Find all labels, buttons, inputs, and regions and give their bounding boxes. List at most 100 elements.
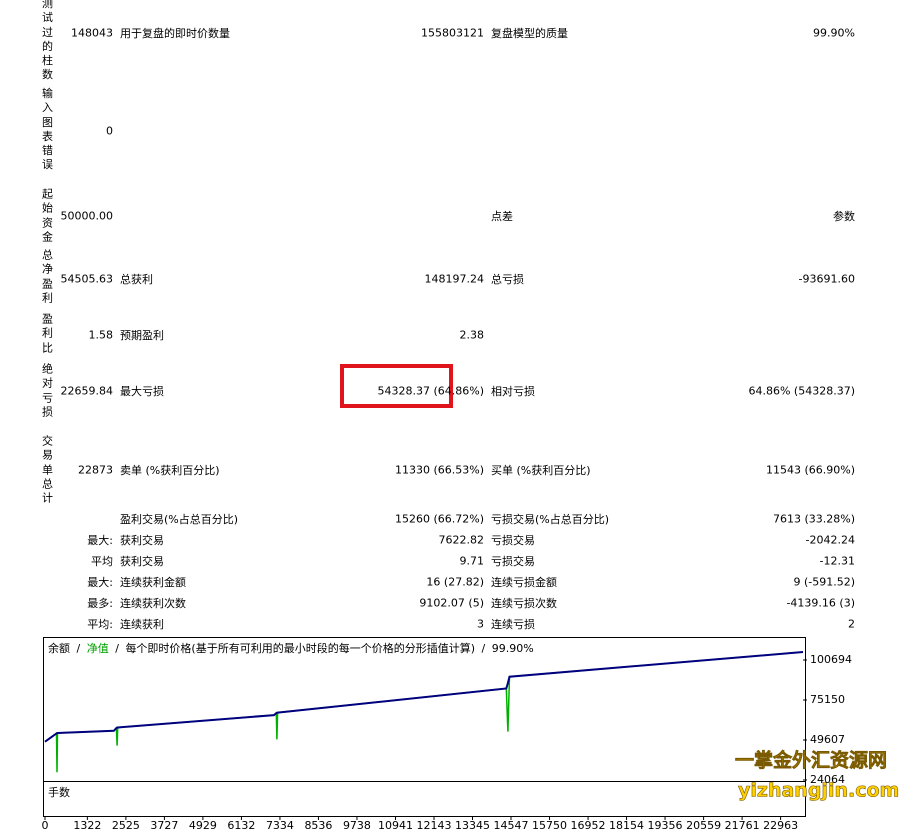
x-tick-label: 10941 xyxy=(378,819,413,832)
field-value: 7613 (33.28%) xyxy=(772,512,855,526)
highlight-box xyxy=(340,364,453,408)
row-label: 测试过的柱数 xyxy=(42,0,53,82)
field-label: 获利交易 xyxy=(120,555,164,568)
field-value: 9102.07 (5) xyxy=(419,596,484,610)
field-value: 3 xyxy=(477,617,484,631)
x-tick-label: 1322 xyxy=(73,819,101,832)
field-label: 连续获利金额 xyxy=(120,576,186,589)
model-quality: 99.90% xyxy=(492,642,534,655)
chart-title: 每个即时价格(基于所有可利用的最小时段的每一个价格的分形插值计算) xyxy=(125,641,475,655)
x-tick-label: 21761 xyxy=(725,819,760,832)
report: 测试过的柱数 148043 用于复盘的即时价数量 155803121 复盘模型的质量 99… xyxy=(42,0,855,631)
field-value: 9.71 xyxy=(459,554,485,568)
field-label: 总获利 xyxy=(120,273,153,286)
field-label: 亏损交易 xyxy=(491,555,535,568)
field-label: 盈利交易(%占总百分比) xyxy=(120,513,239,526)
field-label: 预期盈利 xyxy=(120,329,164,342)
field-value: 15260 (66.72%) xyxy=(394,512,484,526)
separator: / xyxy=(115,642,119,655)
chart-header: 余额 / 净值 / 每个即时价格(基于所有可利用的最小时段的每一个价格的分形插值… xyxy=(48,641,534,655)
field-value: 155803121 xyxy=(421,26,484,40)
y-tick-label: 100694 xyxy=(810,653,852,666)
row-label: 交易单总计 xyxy=(42,434,53,505)
field-value: -2042.24 xyxy=(805,533,855,547)
field-label: 总亏损 xyxy=(491,273,524,286)
field-value: 2.38 xyxy=(459,328,485,342)
x-tick-label: 7334 xyxy=(266,819,294,832)
x-tick-label: 15750 xyxy=(532,819,567,832)
legend-balance: 余额 xyxy=(48,641,70,655)
field-value: 148197.24 xyxy=(424,272,485,286)
row-value: 148043 xyxy=(71,26,113,40)
x-tick-label: 22963 xyxy=(763,819,798,832)
x-tick-label: 3727 xyxy=(150,819,178,832)
field-value: 2 xyxy=(848,617,855,631)
row-value: 54505.63 xyxy=(60,272,114,286)
row-label: 最多: xyxy=(87,597,113,610)
x-tick-label: 4929 xyxy=(189,819,217,832)
x-tick-label: 18154 xyxy=(609,819,644,832)
row-label: 绝对亏损 xyxy=(42,362,53,419)
field-value: -93691.60 xyxy=(798,272,855,286)
field-value: 16 (27.82) xyxy=(426,575,484,589)
field-label: 连续获利次数 xyxy=(120,597,186,610)
x-tick-label: 9738 xyxy=(343,819,371,832)
field-value: 参数 xyxy=(833,210,855,223)
row-label: 最大: xyxy=(87,534,113,547)
field-label: 连续亏损次数 xyxy=(491,597,557,610)
x-tick-label: 20559 xyxy=(686,819,721,832)
field-value: 9 (-591.52) xyxy=(793,575,855,589)
row-value: 1.58 xyxy=(88,328,114,342)
row-label: 平均: xyxy=(87,618,113,631)
field-value: 7622.82 xyxy=(438,533,485,547)
field-label: 连续获利 xyxy=(120,618,164,631)
separator: / xyxy=(482,642,486,655)
row-label: 起始资金 xyxy=(42,187,53,244)
legend-equity: 净值 xyxy=(87,641,109,655)
separator: / xyxy=(77,642,81,655)
x-tick-label: 8536 xyxy=(304,819,332,832)
field-label: 卖单 (%获利百分比) xyxy=(120,464,220,477)
field-value: -12.31 xyxy=(819,554,855,568)
row-value: 22873 xyxy=(78,463,113,477)
chart-frame xyxy=(43,637,806,817)
field-label: 亏损交易(%占总百分比) xyxy=(491,513,610,526)
x-tick-label: 6132 xyxy=(227,819,255,832)
field-value: -4139.16 (3) xyxy=(786,596,855,610)
field-label: 相对亏损 xyxy=(491,385,535,398)
row-label: 总净盈利 xyxy=(42,248,53,305)
field-label: 买单 (%获利百分比) xyxy=(491,464,591,477)
lower-pane-title: 手数 xyxy=(48,785,70,799)
y-tick-label: 75150 xyxy=(810,693,845,706)
field-value: 64.86% (54328.37) xyxy=(748,384,855,398)
field-label: 亏损交易 xyxy=(491,534,535,547)
field-label: 复盘模型的质量 xyxy=(491,27,568,40)
y-tick-label: 49607 xyxy=(810,733,845,746)
balance-line xyxy=(44,651,804,743)
row-value: 0 xyxy=(106,124,113,138)
x-tick-label: 14547 xyxy=(494,819,529,832)
x-tick-label: 12143 xyxy=(416,819,451,832)
field-value: 11330 (66.53%) xyxy=(394,463,484,477)
row-value: 22659.84 xyxy=(60,384,114,398)
field-value: 54328.37 (64.86%) xyxy=(377,384,484,398)
watermark-url: yizhangjin.com xyxy=(738,780,899,802)
row-label: 输入图表错误 xyxy=(42,87,53,172)
y-tick-label: 24064 xyxy=(810,773,845,786)
row-label: 最大: xyxy=(87,576,113,589)
row-value: 50000.00 xyxy=(60,209,114,223)
field-value: 99.90% xyxy=(813,26,855,40)
field-label: 获利交易 xyxy=(120,534,164,547)
x-tick-label: 0 xyxy=(42,819,49,832)
x-tick-label: 13345 xyxy=(455,819,490,832)
row-label: 平均 xyxy=(91,555,113,568)
row-label: 盈利比 xyxy=(42,312,53,355)
field-label: 最大亏损 xyxy=(120,385,164,398)
watermark-name: 一掌金外汇资源网 xyxy=(735,749,887,772)
field-label: 连续亏损金额 xyxy=(491,576,557,589)
x-tick-label: 16952 xyxy=(571,819,606,832)
field-label: 用于复盘的即时价数量 xyxy=(120,27,230,40)
field-value: 11543 (66.90%) xyxy=(765,463,855,477)
